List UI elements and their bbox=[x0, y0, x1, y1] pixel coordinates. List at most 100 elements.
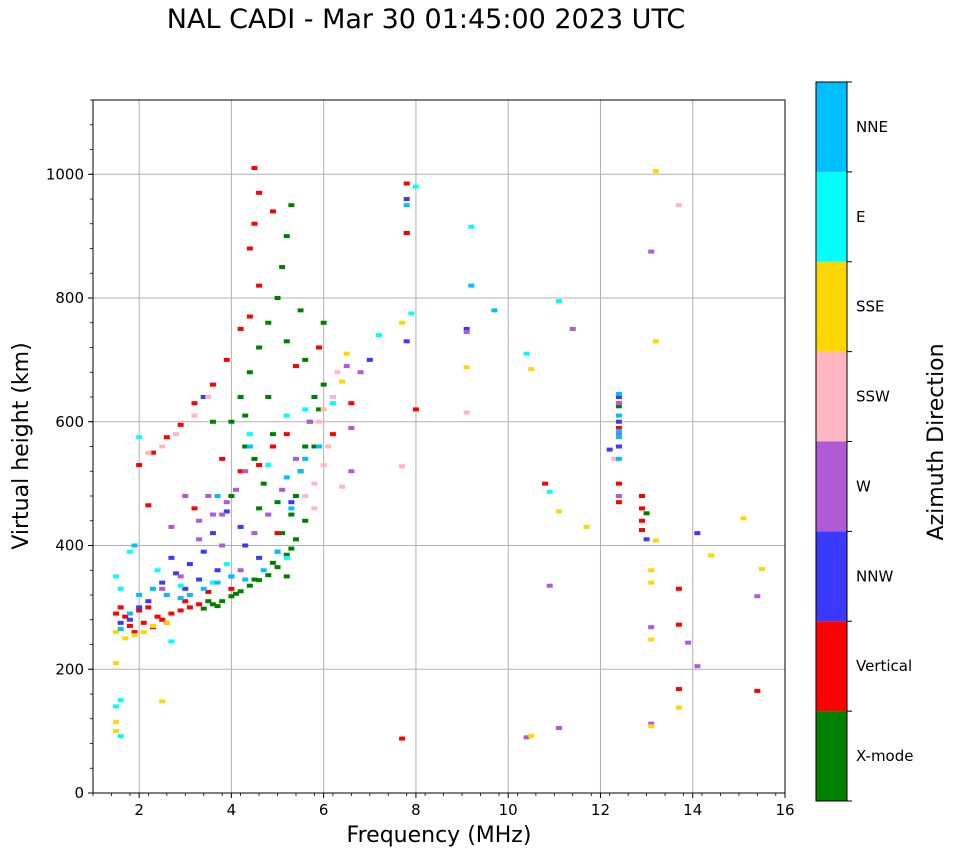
data-point bbox=[186, 593, 193, 597]
data-points bbox=[113, 166, 765, 741]
data-point bbox=[555, 509, 562, 514]
data-point bbox=[283, 555, 290, 560]
data-point bbox=[615, 444, 622, 449]
data-point bbox=[126, 617, 133, 622]
data-point bbox=[205, 494, 212, 498]
data-point bbox=[163, 620, 170, 625]
data-point bbox=[403, 203, 410, 208]
colorbar-label: Azimuth Direction bbox=[924, 343, 949, 540]
colorbar-tick-label: Vertical bbox=[856, 657, 912, 675]
data-point bbox=[117, 734, 124, 739]
data-point bbox=[113, 630, 120, 635]
data-point bbox=[288, 506, 295, 511]
data-point bbox=[223, 357, 230, 362]
data-point bbox=[260, 568, 267, 573]
data-point bbox=[675, 586, 682, 591]
data-point bbox=[320, 382, 327, 387]
colorbar-tick-label: NNE bbox=[856, 118, 888, 136]
data-point bbox=[643, 511, 650, 516]
data-point bbox=[316, 419, 323, 424]
data-point bbox=[292, 494, 299, 498]
data-point bbox=[140, 630, 147, 635]
data-point bbox=[136, 605, 143, 610]
data-point bbox=[638, 494, 645, 498]
data-point bbox=[348, 469, 355, 474]
data-point bbox=[228, 574, 235, 579]
data-point bbox=[191, 401, 198, 406]
data-point bbox=[754, 594, 761, 599]
data-point bbox=[403, 181, 410, 186]
data-point bbox=[615, 401, 622, 406]
y-tick-label: 0 bbox=[74, 784, 84, 802]
data-point bbox=[191, 413, 198, 418]
data-point bbox=[615, 395, 622, 399]
colorbar-segment bbox=[816, 261, 847, 352]
data-point bbox=[283, 339, 290, 344]
data-point bbox=[256, 283, 263, 288]
data-point bbox=[159, 586, 166, 591]
data-point bbox=[200, 586, 207, 591]
data-point bbox=[177, 583, 184, 588]
chart-title: NAL CADI - Mar 30 01:45:00 2023 UTC bbox=[166, 4, 686, 35]
colorbar-segment bbox=[816, 711, 847, 801]
data-point bbox=[648, 249, 655, 254]
data-point bbox=[648, 568, 655, 573]
data-point bbox=[246, 444, 253, 449]
colorbar-segment bbox=[816, 621, 847, 712]
data-point bbox=[274, 296, 281, 300]
data-point bbox=[403, 231, 410, 236]
data-point bbox=[219, 543, 226, 548]
y-tick-label: 400 bbox=[55, 537, 84, 555]
data-point bbox=[154, 614, 161, 619]
data-point bbox=[316, 444, 323, 449]
data-point bbox=[131, 543, 138, 548]
data-point bbox=[325, 444, 332, 449]
data-point bbox=[546, 489, 553, 494]
data-point bbox=[611, 456, 618, 461]
data-point bbox=[269, 560, 276, 565]
data-point bbox=[196, 518, 203, 523]
data-point bbox=[615, 435, 622, 440]
data-point bbox=[113, 611, 120, 616]
data-point bbox=[136, 593, 143, 597]
data-point bbox=[182, 494, 189, 498]
data-point bbox=[288, 203, 295, 208]
data-point bbox=[113, 729, 120, 734]
data-point bbox=[311, 481, 318, 486]
data-point bbox=[131, 630, 138, 635]
data-point bbox=[403, 339, 410, 344]
data-point bbox=[339, 484, 346, 489]
data-point bbox=[140, 620, 147, 625]
data-point bbox=[200, 549, 207, 554]
data-point bbox=[214, 494, 221, 498]
data-point bbox=[246, 246, 253, 251]
data-point bbox=[173, 571, 180, 576]
data-point bbox=[191, 506, 198, 511]
colorbar-tick-label: NNW bbox=[856, 567, 893, 585]
data-point bbox=[638, 528, 645, 533]
x-tick-label: 10 bbox=[499, 801, 518, 819]
data-point bbox=[117, 586, 124, 591]
data-point bbox=[652, 538, 659, 543]
x-tick-label: 2 bbox=[134, 801, 144, 819]
data-point bbox=[256, 578, 263, 583]
data-point bbox=[154, 568, 161, 573]
data-point bbox=[214, 604, 221, 609]
data-point bbox=[528, 367, 535, 372]
data-point bbox=[136, 608, 143, 613]
data-point bbox=[288, 500, 295, 505]
data-point bbox=[329, 395, 336, 399]
data-point bbox=[675, 622, 682, 627]
data-point bbox=[399, 464, 406, 469]
data-point bbox=[149, 623, 156, 628]
data-point bbox=[348, 401, 355, 406]
data-point bbox=[209, 382, 216, 387]
data-point bbox=[606, 447, 613, 452]
y-tick-label: 800 bbox=[55, 289, 84, 307]
data-point bbox=[463, 365, 470, 370]
data-point bbox=[237, 469, 244, 474]
data-point bbox=[638, 518, 645, 523]
data-point bbox=[260, 481, 267, 486]
data-point bbox=[168, 555, 175, 560]
data-point bbox=[758, 567, 765, 572]
